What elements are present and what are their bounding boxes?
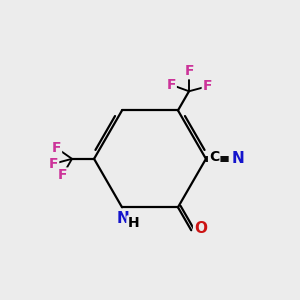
Text: F: F bbox=[58, 168, 67, 182]
Text: N: N bbox=[232, 151, 245, 166]
Text: F: F bbox=[184, 64, 194, 78]
Text: H: H bbox=[128, 217, 139, 230]
Text: F: F bbox=[52, 141, 61, 155]
Text: F: F bbox=[203, 79, 212, 93]
Text: N: N bbox=[117, 211, 130, 226]
Text: C: C bbox=[209, 150, 219, 164]
Text: F: F bbox=[166, 78, 176, 92]
Text: F: F bbox=[49, 157, 58, 171]
Text: O: O bbox=[194, 221, 207, 236]
